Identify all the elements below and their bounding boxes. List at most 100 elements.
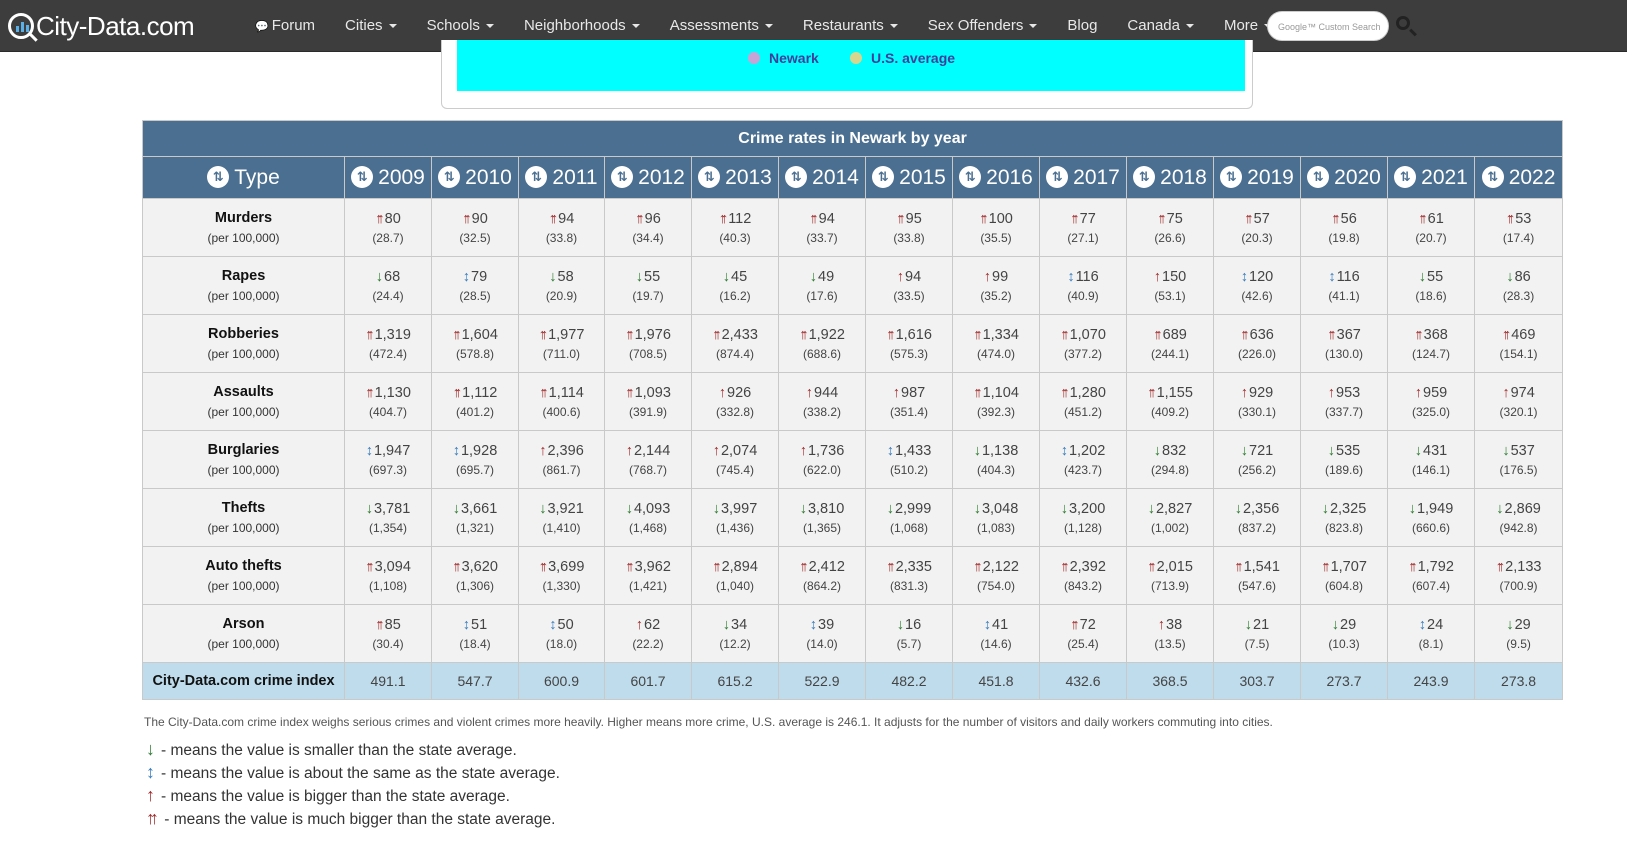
crime-rate-per-100k: (12.2) xyxy=(719,636,751,651)
arrow-uup-icon: ↑↑ xyxy=(375,210,384,227)
crime-count: ↑↑ 3,699 xyxy=(519,559,604,575)
column-header-2016[interactable]: ⇅ 2016 xyxy=(952,156,1040,199)
arrow-same-icon: ↕ xyxy=(1060,442,1068,459)
nav-item-restaurants[interactable]: Restaurants xyxy=(788,0,913,51)
sort-icon[interactable]: ⇅ xyxy=(872,165,895,188)
arrow-up-icon: ↑ xyxy=(892,384,901,401)
arrow-uup-icon: ↑↑ xyxy=(718,210,728,227)
column-header-2014[interactable]: ⇅ 2014 xyxy=(778,156,866,199)
table-row-auto-thefts: Auto thefts (per 100,000) ↑↑ 3,094 (1,108) ↑↑… xyxy=(142,546,1564,605)
crime-count: ↓68 xyxy=(345,269,431,285)
crime-count-value: 1,928 xyxy=(460,442,498,459)
crime-count: ↑↑ 2,894 xyxy=(692,559,778,575)
crime-count-value: 1,093 xyxy=(634,384,671,401)
sort-icon[interactable]: ⇅ xyxy=(207,165,230,188)
sort-icon[interactable]: ⇅ xyxy=(525,165,548,188)
column-header-2022[interactable]: ⇅ 2022 xyxy=(1473,156,1564,199)
nav-item-canada[interactable]: Canada xyxy=(1112,0,1209,51)
nav-item-neighborhoods[interactable]: Neighborhoods xyxy=(509,0,655,51)
crime-count-value: 79 xyxy=(471,268,488,285)
table-cell: ↑94 (33.5) xyxy=(865,256,953,315)
crime-count: ↑94 xyxy=(866,269,952,285)
table-cell: ↓68 (24.4) xyxy=(344,256,432,315)
arrow-down-icon: ↓ xyxy=(625,500,633,517)
column-header-type[interactable]: ⇅ Type xyxy=(142,156,345,199)
crime-rate-per-100k: (1,330) xyxy=(542,578,581,593)
nav-item-blog[interactable]: Blog xyxy=(1052,0,1112,51)
sort-icon[interactable]: ⇅ xyxy=(1394,165,1417,188)
column-header-2011[interactable]: ⇅ 2011 xyxy=(518,156,605,199)
crime-rate-per-100k: (768.7) xyxy=(628,462,668,477)
arrow-down-icon: ↓ xyxy=(549,268,557,285)
sort-icon[interactable]: ⇅ xyxy=(785,165,808,188)
table-cell: ↓3,661 (1,321) xyxy=(431,488,519,547)
column-header-2012[interactable]: ⇅ 2012 xyxy=(604,156,692,199)
crime-rate-per-100k: (1,128) xyxy=(1063,520,1103,535)
crime-count: ↓2,827 xyxy=(1127,501,1213,517)
crime-count: ↑↑ 112 xyxy=(692,211,778,227)
crime-count-value: 469 xyxy=(1511,326,1536,343)
table-cell: ↑↑ 61 (20.7) xyxy=(1387,198,1475,257)
nav-item-schools[interactable]: Schools xyxy=(412,0,509,51)
crime-rate-per-100k: (338.2) xyxy=(802,404,842,419)
sort-icon[interactable]: ⇅ xyxy=(1133,165,1156,188)
column-header-2010[interactable]: ⇅ 2010 xyxy=(431,156,519,199)
crime-count: ↓29 xyxy=(1475,617,1562,633)
crime-count: ↑38 xyxy=(1127,617,1213,633)
crime-count-value: 535 xyxy=(1336,442,1361,459)
crime-rate-per-100k: (18.4) xyxy=(459,636,491,651)
sort-icon[interactable]: ⇅ xyxy=(1307,165,1330,188)
arrow-uup-icon: ↑↑ xyxy=(1408,558,1417,575)
crime-count: ↑↑ 96 xyxy=(605,211,691,227)
arrow-key-down: ↓ - means the value is smaller than the s… xyxy=(146,739,517,760)
crime-count: ↕1,928 xyxy=(432,443,518,459)
search-input[interactable]: Google™ Custom Search xyxy=(1267,11,1389,41)
sort-icon[interactable]: ⇅ xyxy=(1220,165,1243,188)
search-icon[interactable] xyxy=(1396,16,1410,30)
column-header-2017[interactable]: ⇅ 2017 xyxy=(1039,156,1127,199)
sort-icon[interactable]: ⇅ xyxy=(1046,165,1069,188)
column-header-2020[interactable]: ⇅ 2020 xyxy=(1300,156,1388,199)
nav-item-sex-offenders[interactable]: Sex Offenders xyxy=(913,0,1053,51)
arrow-key-text: - means the value is about the same as t… xyxy=(161,765,560,782)
table-cell: ↕51 (18.4) xyxy=(431,604,519,663)
table-cell: ↓49 (17.6) xyxy=(778,256,866,315)
table-cell: ↓4,093 (1,468) xyxy=(604,488,692,547)
sort-icon[interactable]: ⇅ xyxy=(959,165,982,188)
sort-icon[interactable]: ⇅ xyxy=(438,165,461,188)
arrow-uup-icon: ↑↑ xyxy=(1321,558,1330,575)
table-caption: Crime rates in Newark by year xyxy=(141,120,1564,157)
arrow-uup-icon: ↑↑ xyxy=(1234,558,1243,575)
arrow-up-icon: ↑ xyxy=(1327,384,1336,401)
nav-item-cities[interactable]: Cities xyxy=(330,0,412,51)
arrow-uup-icon: ↑↑ xyxy=(1147,384,1156,401)
crime-count: ↑974 xyxy=(1475,385,1562,401)
sort-icon[interactable]: ⇅ xyxy=(351,165,374,188)
column-header-2013[interactable]: ⇅ 2013 xyxy=(691,156,779,199)
crime-type-name: Robberies xyxy=(208,326,279,342)
column-header-2018[interactable]: ⇅ 2018 xyxy=(1126,156,1214,199)
sort-icon[interactable]: ⇅ xyxy=(698,165,721,188)
sort-icon[interactable]: ⇅ xyxy=(611,165,634,188)
crime-rate-per-100k: (28.3) xyxy=(1502,288,1535,303)
crime-count-value: 1,541 xyxy=(1243,558,1280,575)
table-cell: ↑926 (332.8) xyxy=(691,372,779,431)
nav-item-assessments[interactable]: Assessments xyxy=(655,0,788,51)
crime-count: ↑1,736 xyxy=(779,443,865,459)
crime-count-value: 1,334 xyxy=(982,326,1019,343)
column-header-2015[interactable]: ⇅ 2015 xyxy=(865,156,953,199)
nav-item-forum[interactable]: 💬 Forum xyxy=(240,0,330,51)
crime-count-value: 1,977 xyxy=(548,326,585,343)
site-logo[interactable]: City-Data.com xyxy=(8,9,195,43)
table-cell: ↑↑ 689 (244.1) xyxy=(1126,314,1214,373)
arrow-uup-icon: ↑↑ xyxy=(973,558,982,575)
sort-icon[interactable]: ⇅ xyxy=(1481,165,1504,188)
crime-rate-per-100k: (22.2) xyxy=(632,636,664,651)
table-cell: ↑↑ 1,541 (547.6) xyxy=(1213,546,1301,605)
column-header-2019[interactable]: ⇅ 2019 xyxy=(1213,156,1301,199)
crime-count-value: 3,094 xyxy=(374,558,411,575)
column-header-2009[interactable]: ⇅ 2009 xyxy=(344,156,432,199)
column-header-2021[interactable]: ⇅ 2021 xyxy=(1387,156,1475,199)
crime-rate-per-100k: (35.2) xyxy=(980,288,1012,303)
crime-rate-per-100k: (154.1) xyxy=(1499,346,1538,361)
